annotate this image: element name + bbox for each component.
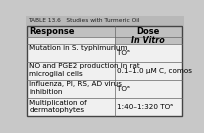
Text: In Vitro: In Vitro [131, 36, 165, 45]
Text: TOᵃ: TOᵃ [117, 86, 130, 92]
Text: TABLE 13.6   Studies with Turmeric Oil: TABLE 13.6 Studies with Turmeric Oil [28, 18, 139, 23]
Bar [27, 80, 182, 98]
Bar [27, 26, 182, 116]
Text: 1:40–1:320 TOᵃ: 1:40–1:320 TOᵃ [117, 104, 173, 110]
Bar [27, 44, 182, 62]
Bar [26, 16, 184, 26]
Text: 0.1–1.0 μM C, comos: 0.1–1.0 μM C, comos [117, 68, 192, 74]
Text: NO and PGE2 production in rat
microglial cells: NO and PGE2 production in rat microglial… [29, 63, 140, 77]
Text: Mutation in S. typhimurium: Mutation in S. typhimurium [29, 45, 128, 51]
Text: Dose: Dose [137, 27, 160, 36]
Bar [27, 62, 182, 80]
Bar [27, 26, 182, 37]
Bar [115, 37, 182, 44]
Text: TOᵃ: TOᵃ [117, 50, 130, 56]
Text: Response: Response [29, 27, 75, 36]
Bar [27, 37, 115, 44]
Text: Multiplication of
dermatophytes: Multiplication of dermatophytes [29, 99, 87, 113]
Bar [27, 98, 182, 116]
Text: Influenza, PI, RS, AD virus
inhibition: Influenza, PI, RS, AD virus inhibition [29, 81, 122, 95]
Bar [27, 26, 182, 116]
